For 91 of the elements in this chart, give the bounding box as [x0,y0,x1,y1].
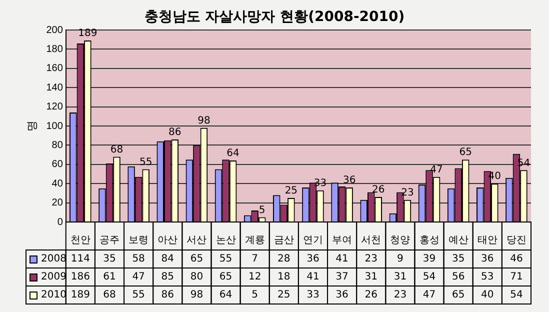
data-label: 5 [252,290,258,301]
y-tick-label: 0 [57,216,64,228]
y-tick-label: 60 [52,159,64,170]
data-label: 41 [336,254,348,265]
data-label: 55 [219,254,232,265]
data-label: 40 [481,290,494,301]
data-label: 7 [252,254,258,265]
data-label: 37 [336,272,348,283]
annotation: 47 [430,164,443,176]
data-label: 65 [452,290,465,301]
data-label: 31 [364,272,378,283]
data-label: 189 [70,290,90,301]
y-tick-label: 120 [46,102,64,113]
y-tick-label: 200 [46,24,64,36]
data-label: 28 [278,254,290,265]
x-tick-label: 금산 [274,234,294,246]
data-label: 35 [452,254,465,265]
x-tick-label: 아산 [158,234,178,246]
annotation: 25 [284,186,298,197]
x-tick-label: 서산 [186,234,207,246]
data-label: 18 [278,272,290,283]
data-label: 23 [364,254,378,265]
legend-label: 2009 [41,272,66,283]
data-label: 65 [219,272,232,283]
data-label: 47 [132,272,145,283]
y-tick-label: 140 [46,82,64,94]
x-tick-label: 연기 [302,234,323,246]
annotation: 26 [372,184,385,196]
x-tick-label: 홍성 [419,234,440,246]
data-label: 55 [132,290,145,301]
x-tick-label: 당진 [506,234,526,246]
y-tick-label: 180 [46,44,64,55]
data-label: 47 [422,290,436,301]
data-label: 36 [306,254,320,265]
data-label: 39 [422,254,436,265]
data-label: 36 [336,290,348,301]
data-label: 35 [103,254,116,265]
annotation: 189 [78,28,98,40]
x-tick-label: 예산 [448,234,468,246]
data-label: 64 [219,290,232,301]
data-label: 84 [161,254,174,265]
x-tick-label: 천안 [70,234,90,246]
y-axis-title: 명 [26,120,39,132]
data-label: 46 [510,254,523,265]
x-tick-label: 부여 [332,234,352,246]
data-label: 80 [190,272,204,283]
y-tick-label: 80 [52,140,64,151]
legend-label: 2010 [41,290,66,301]
data-label: 9 [397,254,404,265]
y-tick-label: 40 [52,178,64,190]
data-label: 36 [481,254,494,265]
data-label: 186 [70,272,90,283]
data-label: 98 [190,290,204,301]
data-label: 54 [422,272,436,283]
data-label: 61 [103,272,116,283]
x-tick-label: 논산 [216,234,236,246]
annotation: 5 [258,204,266,216]
chart-title: 충청남도 자살사망자 현황(2008-2010) [143,8,406,26]
data-label: 54 [510,290,523,301]
data-label: 65 [190,254,204,265]
x-tick-label: 공주 [99,234,120,246]
data-label: 25 [278,290,290,301]
annotation: 64 [226,148,240,160]
x-tick-label: 태안 [477,234,498,246]
data-label: 85 [161,272,174,283]
x-tick-label: 계룡 [244,234,265,246]
data-label: 33 [306,290,320,301]
data-label: 26 [364,290,378,301]
x-tick-label: 서천 [361,234,382,246]
x-tick-label: 청양 [390,234,410,246]
data-label: 12 [248,272,262,283]
annotation: 68 [110,144,124,156]
data-label: 56 [452,272,465,283]
y-tick-label: 20 [52,198,64,209]
data-label: 31 [394,272,407,283]
x-tick-label: 보령 [128,234,149,246]
annotation: 98 [198,116,210,127]
annotation: 23 [401,188,414,199]
data-label: 86 [161,290,174,301]
legend-label: 2008 [41,254,66,265]
y-tick-label: 100 [46,120,64,132]
annotation: 86 [168,127,182,138]
data-label: 58 [132,254,145,265]
data-label: 41 [306,272,320,283]
y-tick-label: 160 [46,63,64,74]
data-label: 23 [394,290,407,301]
annotation: 65 [459,147,472,158]
data-label: 114 [70,254,90,265]
data-label: 68 [103,290,116,301]
data-label: 53 [481,272,494,283]
data-label: 71 [510,272,523,283]
